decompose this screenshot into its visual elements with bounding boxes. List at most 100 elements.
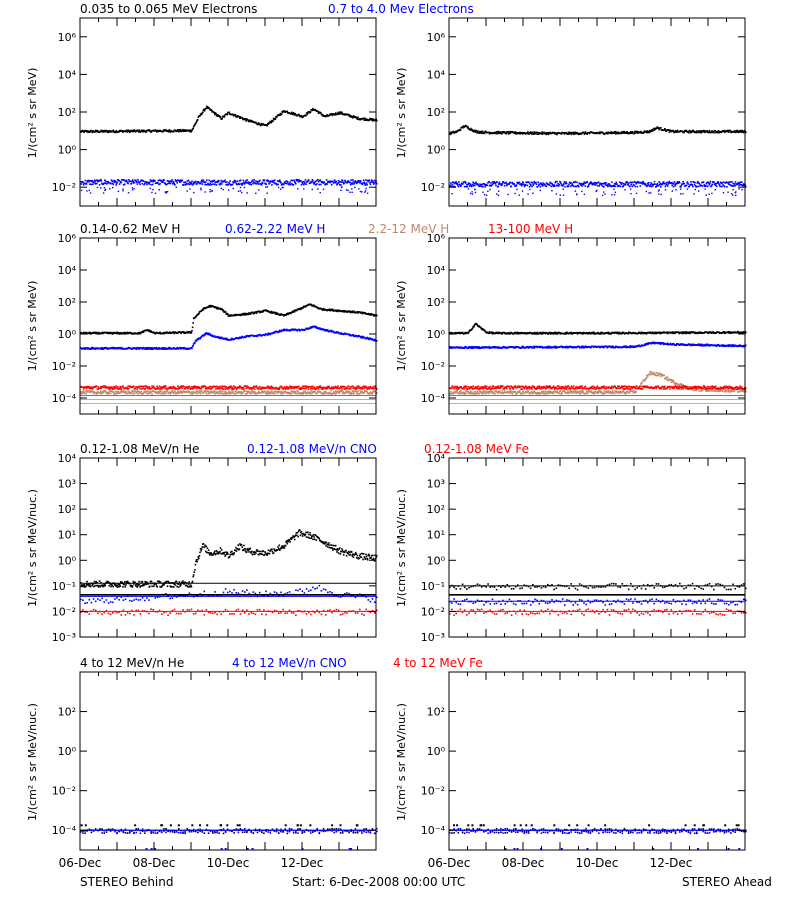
series-0-62-2-22-mev-h	[449, 341, 747, 350]
y-tick-label: 10⁻²	[421, 785, 445, 798]
y-tick-label: 10⁴	[58, 68, 77, 81]
y-tick-label: 10⁻¹	[421, 580, 445, 593]
y-tick-label: 10⁰	[58, 144, 77, 157]
row2-series-title-1: 0.14-0.62 MeV H	[80, 222, 180, 236]
row3-right-ylabel: 1/(cm² s sr MeV/nuc.)	[395, 489, 408, 607]
row4-series-title-1: 4 to 12 MeV/n He	[80, 656, 184, 670]
row2-series-title-3: 2.2-12 MeV H	[368, 222, 449, 236]
y-tick-label: 10⁻⁴	[421, 824, 446, 837]
row4-left-ylabel: 1/(cm² s sr MeV/nuc.)	[26, 703, 39, 821]
y-tick-label: 10⁻⁴	[52, 392, 77, 405]
y-tick-label: 10⁻⁴	[52, 824, 77, 837]
y-tick-label: 10⁴	[58, 452, 77, 465]
footer-right-label: STEREO Ahead	[682, 875, 772, 889]
y-tick-label: 10²	[427, 706, 445, 719]
y-tick-label: 10⁰	[427, 144, 446, 157]
row4-ahead-plot-frame	[448, 671, 746, 851]
y-tick-label: 10⁻³	[421, 631, 445, 644]
series-0-12-1-08-mev-n-he	[449, 582, 747, 591]
series-0-14-0-62-mev-h	[80, 303, 378, 335]
row3-left-ylabel: 1/(cm² s sr MeV/nuc.)	[26, 489, 39, 607]
series-4-to-12-mev-n-cno	[80, 827, 378, 835]
series-0-035-to-0-065-mev-electrons	[80, 105, 378, 134]
row1-left-ylabel: 1/(cm² s sr MeV)	[26, 68, 39, 159]
y-tick-label: 10⁶	[58, 232, 77, 245]
y-tick-label: 10⁰	[58, 328, 77, 341]
y-tick-label: 10⁴	[58, 264, 77, 277]
series-0-12-1-08-mev-n-cno	[80, 584, 378, 605]
y-tick-label: 10¹	[427, 529, 445, 542]
row4-behind-plot-frame	[79, 671, 377, 851]
row4-right-ylabel: 1/(cm² s sr MeV/nuc.)	[395, 703, 408, 821]
series-0-12-1-08-mev-n-he	[80, 529, 378, 588]
series-0-12-1-08-mev-n-cno	[449, 598, 747, 606]
series-2-2-12-mev-h	[449, 370, 747, 395]
y-tick-label: 10⁴	[427, 264, 446, 277]
series-13-100-mev-h	[80, 385, 378, 390]
row2-left-ylabel: 1/(cm² s sr MeV)	[26, 281, 39, 372]
y-tick-label: 10⁻²	[421, 360, 445, 373]
row2-series-title-2: 0.62-2.22 MeV H	[225, 222, 325, 236]
row2-behind-plot-frame	[79, 237, 377, 415]
row1-right-ylabel: 1/(cm² s sr MeV)	[395, 68, 408, 159]
row3-series-title-1: 0.12-1.08 MeV/n He	[80, 442, 199, 456]
x-tick-label: 10-Dec	[207, 856, 250, 870]
y-tick-label: 10⁻²	[421, 605, 445, 618]
footer-left-label: STEREO Behind	[80, 875, 174, 889]
y-tick-label: 10⁰	[427, 328, 446, 341]
x-tick-label: 12-Dec	[281, 856, 324, 870]
y-tick-label: 10⁴	[427, 68, 446, 81]
row2-right-ylabel: 1/(cm² s sr MeV)	[395, 281, 408, 372]
x-tick-label: 08-Dec	[502, 856, 545, 870]
series-4-to-12-mev-n-he	[449, 827, 747, 835]
series-0-14-0-62-mev-h	[449, 322, 747, 335]
row4-series-title-2: 4 to 12 MeV/n CNO	[232, 656, 347, 670]
x-tick-label: 08-Dec	[133, 856, 176, 870]
y-tick-label: 10²	[58, 706, 76, 719]
y-tick-label: 10⁻²	[52, 785, 76, 798]
row3-behind-plot-frame	[79, 457, 377, 638]
row1-ahead-plot-frame	[448, 17, 746, 207]
y-tick-label: 10⁶	[58, 31, 77, 44]
series-0-7-to-4-0-mev-electrons	[449, 180, 747, 197]
row2-ahead-plot-frame	[448, 237, 746, 415]
y-tick-label: 10⁻²	[421, 181, 445, 194]
series-2-2-12-mev-h	[80, 390, 378, 395]
row1-series-title-1: 0.035 to 0.065 MeV Electrons	[80, 2, 257, 16]
series-0-12-1-08-mev-fe	[80, 608, 378, 616]
high-energy-proton-floor	[80, 395, 376, 405]
x-tick-label: 12-Dec	[650, 856, 693, 870]
y-tick-label: 10²	[427, 503, 445, 516]
y-tick-label: 10²	[58, 503, 76, 516]
y-tick-label: 10⁶	[427, 232, 446, 245]
row1-series-title-2: 0.7 to 4.0 Mev Electrons	[328, 2, 474, 16]
series-4-to-12-mev-n-he	[80, 827, 378, 835]
row3-series-title-3: 0.12-1.08 MeV Fe	[424, 442, 529, 456]
y-tick-label: 10⁴	[427, 452, 446, 465]
series-13-100-mev-h	[449, 385, 747, 390]
series-0-7-to-4-0-mev-electrons	[80, 178, 378, 194]
y-tick-label: 10⁰	[427, 745, 446, 758]
y-tick-label: 10⁻⁴	[421, 392, 446, 405]
footer-start-label: Start: 6-Dec-2008 00:00 UTC	[292, 875, 465, 889]
x-tick-label: 06-Dec	[428, 856, 471, 870]
y-tick-label: 10³	[58, 478, 76, 491]
y-tick-label: 10⁶	[427, 31, 446, 44]
x-tick-label: 10-Dec	[576, 856, 619, 870]
y-tick-label: 10⁻³	[52, 631, 76, 644]
series-0-62-2-22-mev-h	[80, 325, 378, 350]
y-tick-label: 10¹	[58, 529, 76, 542]
sparse-points	[453, 824, 741, 850]
y-tick-label: 10⁰	[427, 554, 446, 567]
series-4-to-12-mev-n-cno	[449, 827, 747, 835]
y-tick-label: 10⁻²	[52, 605, 76, 618]
y-tick-label: 10²	[427, 106, 445, 119]
high-energy-proton-floor	[449, 395, 745, 405]
y-tick-label: 10²	[58, 106, 76, 119]
y-tick-label: 10⁻²	[52, 181, 76, 194]
y-tick-label: 10²	[58, 296, 76, 309]
x-tick-label: 06-Dec	[59, 856, 102, 870]
y-tick-label: 10⁻¹	[52, 580, 76, 593]
y-tick-label: 10³	[427, 478, 445, 491]
